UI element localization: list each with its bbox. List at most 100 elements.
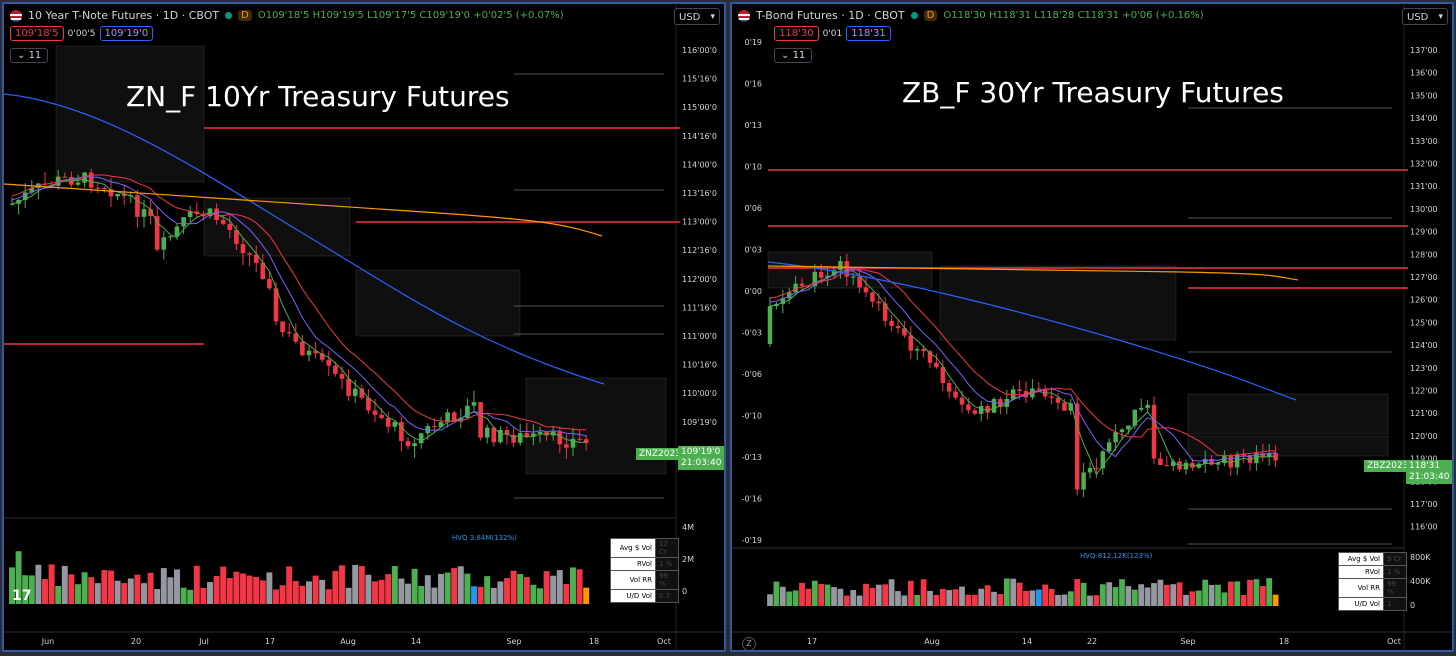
volume-bar: [319, 579, 326, 604]
ask-price[interactable]: 109'19'0: [99, 26, 154, 41]
volume-bar: [850, 589, 857, 606]
symbol-title[interactable]: 10 Year T-Note Futures · 1D · CBOT: [28, 9, 220, 22]
vol-stat-value: 99 %: [655, 570, 679, 590]
candle: [524, 433, 530, 437]
candle: [1049, 396, 1054, 398]
chart-pane-zb[interactable]: 137'00 136'00 135'00 134'00 133'00 132'00 131'…: [730, 2, 1454, 652]
x-axis-tick: Sep: [506, 637, 521, 646]
spread-value: 0'00'5: [67, 28, 96, 39]
volume-bar: [108, 570, 114, 604]
volume-bar: [1055, 594, 1061, 606]
candle: [1087, 467, 1093, 473]
candle: [1202, 459, 1208, 464]
candle: [793, 283, 798, 293]
volume-bar: [1259, 585, 1266, 606]
volume-bar: [81, 572, 88, 604]
volume-bar: [286, 566, 293, 604]
bid-price[interactable]: 109'18'5: [10, 26, 64, 41]
volume-bar: [882, 584, 889, 606]
x-axis-tick: 18: [589, 637, 599, 646]
y-axis-tick: 110'00'0: [682, 389, 717, 398]
volume-bar: [869, 587, 876, 606]
indicator-collapse-button[interactable]: ⌄ 11: [774, 48, 813, 63]
currency-select[interactable]: USD: [674, 8, 720, 26]
supply-demand-zone: [1187, 393, 1389, 435]
volume-bar: [240, 573, 246, 604]
indicator-collapse-button[interactable]: ⌄ 11: [10, 48, 49, 63]
bid-price[interactable]: 118'30: [774, 26, 819, 41]
volume-bar: [863, 583, 869, 606]
vol-stat-label: Vol RR: [1338, 578, 1384, 598]
symbol-title[interactable]: T-Bond Futures · 1D · CBOT: [756, 9, 905, 22]
candle: [220, 220, 226, 224]
y-axis-tick: 117'00: [1410, 500, 1438, 509]
volume-bar: [779, 586, 786, 606]
volume-bar: [233, 571, 240, 604]
zb-chart-canvas[interactable]: 137'00 136'00 135'00 134'00 133'00 132'00 131'…: [732, 4, 1452, 650]
candle: [959, 397, 965, 405]
volume-bar: [959, 586, 965, 606]
candle: [953, 391, 958, 398]
candle: [940, 367, 946, 384]
candle: [108, 189, 114, 197]
x-axis-tick: Aug: [340, 637, 356, 646]
chart-pane-zn[interactable]: 116'00'0 115'16'0 115'00'0 114'16'0 114'00'0…: [2, 2, 726, 652]
vol-stat-value: 99 %: [1383, 578, 1407, 598]
volume-bar: [259, 580, 266, 604]
candle: [148, 209, 153, 217]
x-axis-tick: Sep: [1180, 637, 1195, 646]
hvq-label: HVQ 3.84M(132%): [452, 534, 517, 542]
timezone-icon[interactable]: Z: [742, 637, 756, 650]
y-axis-tick: 116'00: [1410, 523, 1438, 532]
candle: [313, 350, 318, 354]
volume-bar: [121, 583, 128, 604]
candle: [399, 421, 404, 442]
candle: [921, 349, 926, 352]
ema-green-line: [11, 178, 587, 444]
volume-bar: [55, 586, 62, 604]
volume-bar: [1042, 584, 1049, 606]
candle: [1228, 456, 1234, 468]
candle: [991, 399, 997, 413]
candle: [121, 193, 127, 197]
candle: [902, 328, 907, 336]
x-axis-tick: Oct: [1387, 637, 1401, 646]
volume-bar: [927, 590, 933, 606]
ask-price[interactable]: 118'31: [846, 26, 891, 41]
high-value: H109'19'5: [312, 10, 364, 21]
currency-select[interactable]: USD: [1402, 8, 1448, 26]
candle: [385, 418, 391, 427]
volume-bar: [352, 564, 359, 604]
volume-bar: [583, 587, 590, 604]
zn-chart-canvas[interactable]: 116'00'0 115'16'0 115'00'0 114'16'0 114'00'0…: [4, 4, 724, 650]
candle: [484, 427, 490, 438]
candle: [154, 216, 160, 250]
candle: [1183, 462, 1189, 470]
volume-bar: [398, 578, 405, 604]
volume-bar: [510, 570, 517, 604]
candle: [511, 434, 516, 443]
supply-demand-zone: [55, 45, 205, 183]
volume-bar: [1272, 594, 1279, 606]
candle: [895, 325, 901, 329]
left-axis-tick: -0'13: [742, 453, 762, 462]
vol-stat-row: RVol 1 %: [610, 557, 679, 571]
candle: [372, 410, 378, 415]
volume-bar: [365, 574, 372, 604]
left-axis-tick: -0'03: [742, 329, 762, 338]
candle: [934, 362, 939, 368]
x-axis-tick: 18: [1279, 637, 1289, 646]
candle: [392, 421, 398, 427]
candle: [812, 271, 818, 287]
ema-green-line: [769, 270, 1276, 476]
volume-bar: [88, 577, 95, 604]
volume-bar: [424, 575, 431, 604]
indicator-count: 11: [28, 50, 42, 61]
y-axis-tick: 114'16'0: [682, 132, 717, 141]
candle: [1126, 425, 1131, 430]
volume-bar: [563, 584, 570, 604]
bid-ask-box: 109'18'5 0'00'5 109'19'0: [10, 26, 154, 41]
candle: [1209, 459, 1214, 465]
y-axis-tick: 137'00: [1410, 46, 1438, 55]
volume-bar: [345, 587, 352, 604]
